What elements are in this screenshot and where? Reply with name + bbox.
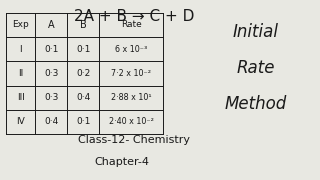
Text: Exp: Exp bbox=[12, 20, 29, 29]
Text: II: II bbox=[18, 69, 23, 78]
Text: 0·4: 0·4 bbox=[76, 93, 90, 102]
Text: 2·88 x 10¹: 2·88 x 10¹ bbox=[111, 93, 151, 102]
Text: 0·3: 0·3 bbox=[44, 93, 58, 102]
Text: 2·40 x 10⁻²: 2·40 x 10⁻² bbox=[109, 117, 154, 126]
Text: IV: IV bbox=[16, 117, 25, 126]
Text: 0·4: 0·4 bbox=[44, 117, 58, 126]
Text: I: I bbox=[20, 44, 22, 53]
Text: Rate: Rate bbox=[237, 59, 275, 77]
Text: III: III bbox=[17, 93, 25, 102]
Text: 2A + B → C + D: 2A + B → C + D bbox=[74, 9, 195, 24]
Text: 0·3: 0·3 bbox=[44, 69, 58, 78]
Text: 0·2: 0·2 bbox=[76, 69, 90, 78]
Text: 0·1: 0·1 bbox=[76, 44, 90, 53]
Text: Method: Method bbox=[225, 95, 287, 113]
Text: Rate: Rate bbox=[121, 20, 141, 29]
Text: Chapter-4: Chapter-4 bbox=[94, 157, 149, 167]
Text: 0·1: 0·1 bbox=[76, 117, 90, 126]
Text: B: B bbox=[80, 20, 87, 30]
Text: Initial: Initial bbox=[233, 23, 279, 41]
Text: A: A bbox=[48, 20, 54, 30]
Text: 0·1: 0·1 bbox=[44, 44, 58, 53]
Text: 7·2 x 10⁻²: 7·2 x 10⁻² bbox=[111, 69, 151, 78]
Text: 6 x 10⁻³: 6 x 10⁻³ bbox=[115, 44, 147, 53]
Text: Class-12- Chemistry: Class-12- Chemistry bbox=[78, 135, 190, 145]
